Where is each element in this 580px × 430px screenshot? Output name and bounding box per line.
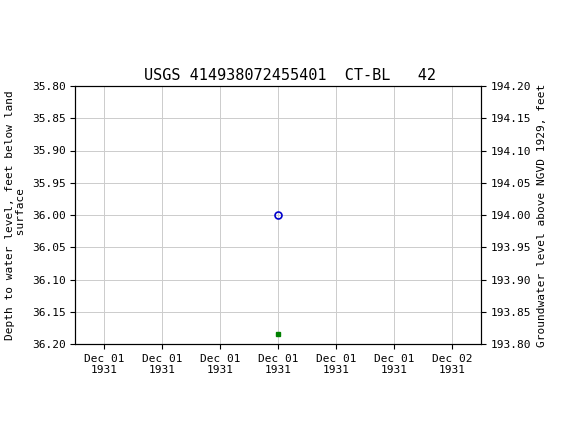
Y-axis label: Groundwater level above NGVD 1929, feet: Groundwater level above NGVD 1929, feet	[537, 83, 547, 347]
Text: USGS 414938072455401  CT-BL   42: USGS 414938072455401 CT-BL 42	[144, 68, 436, 83]
Legend: Period of approved data: Period of approved data	[190, 428, 367, 430]
Y-axis label: Depth to water level, feet below land
 surface: Depth to water level, feet below land su…	[5, 90, 26, 340]
Text: ▒USGS: ▒USGS	[14, 9, 69, 30]
